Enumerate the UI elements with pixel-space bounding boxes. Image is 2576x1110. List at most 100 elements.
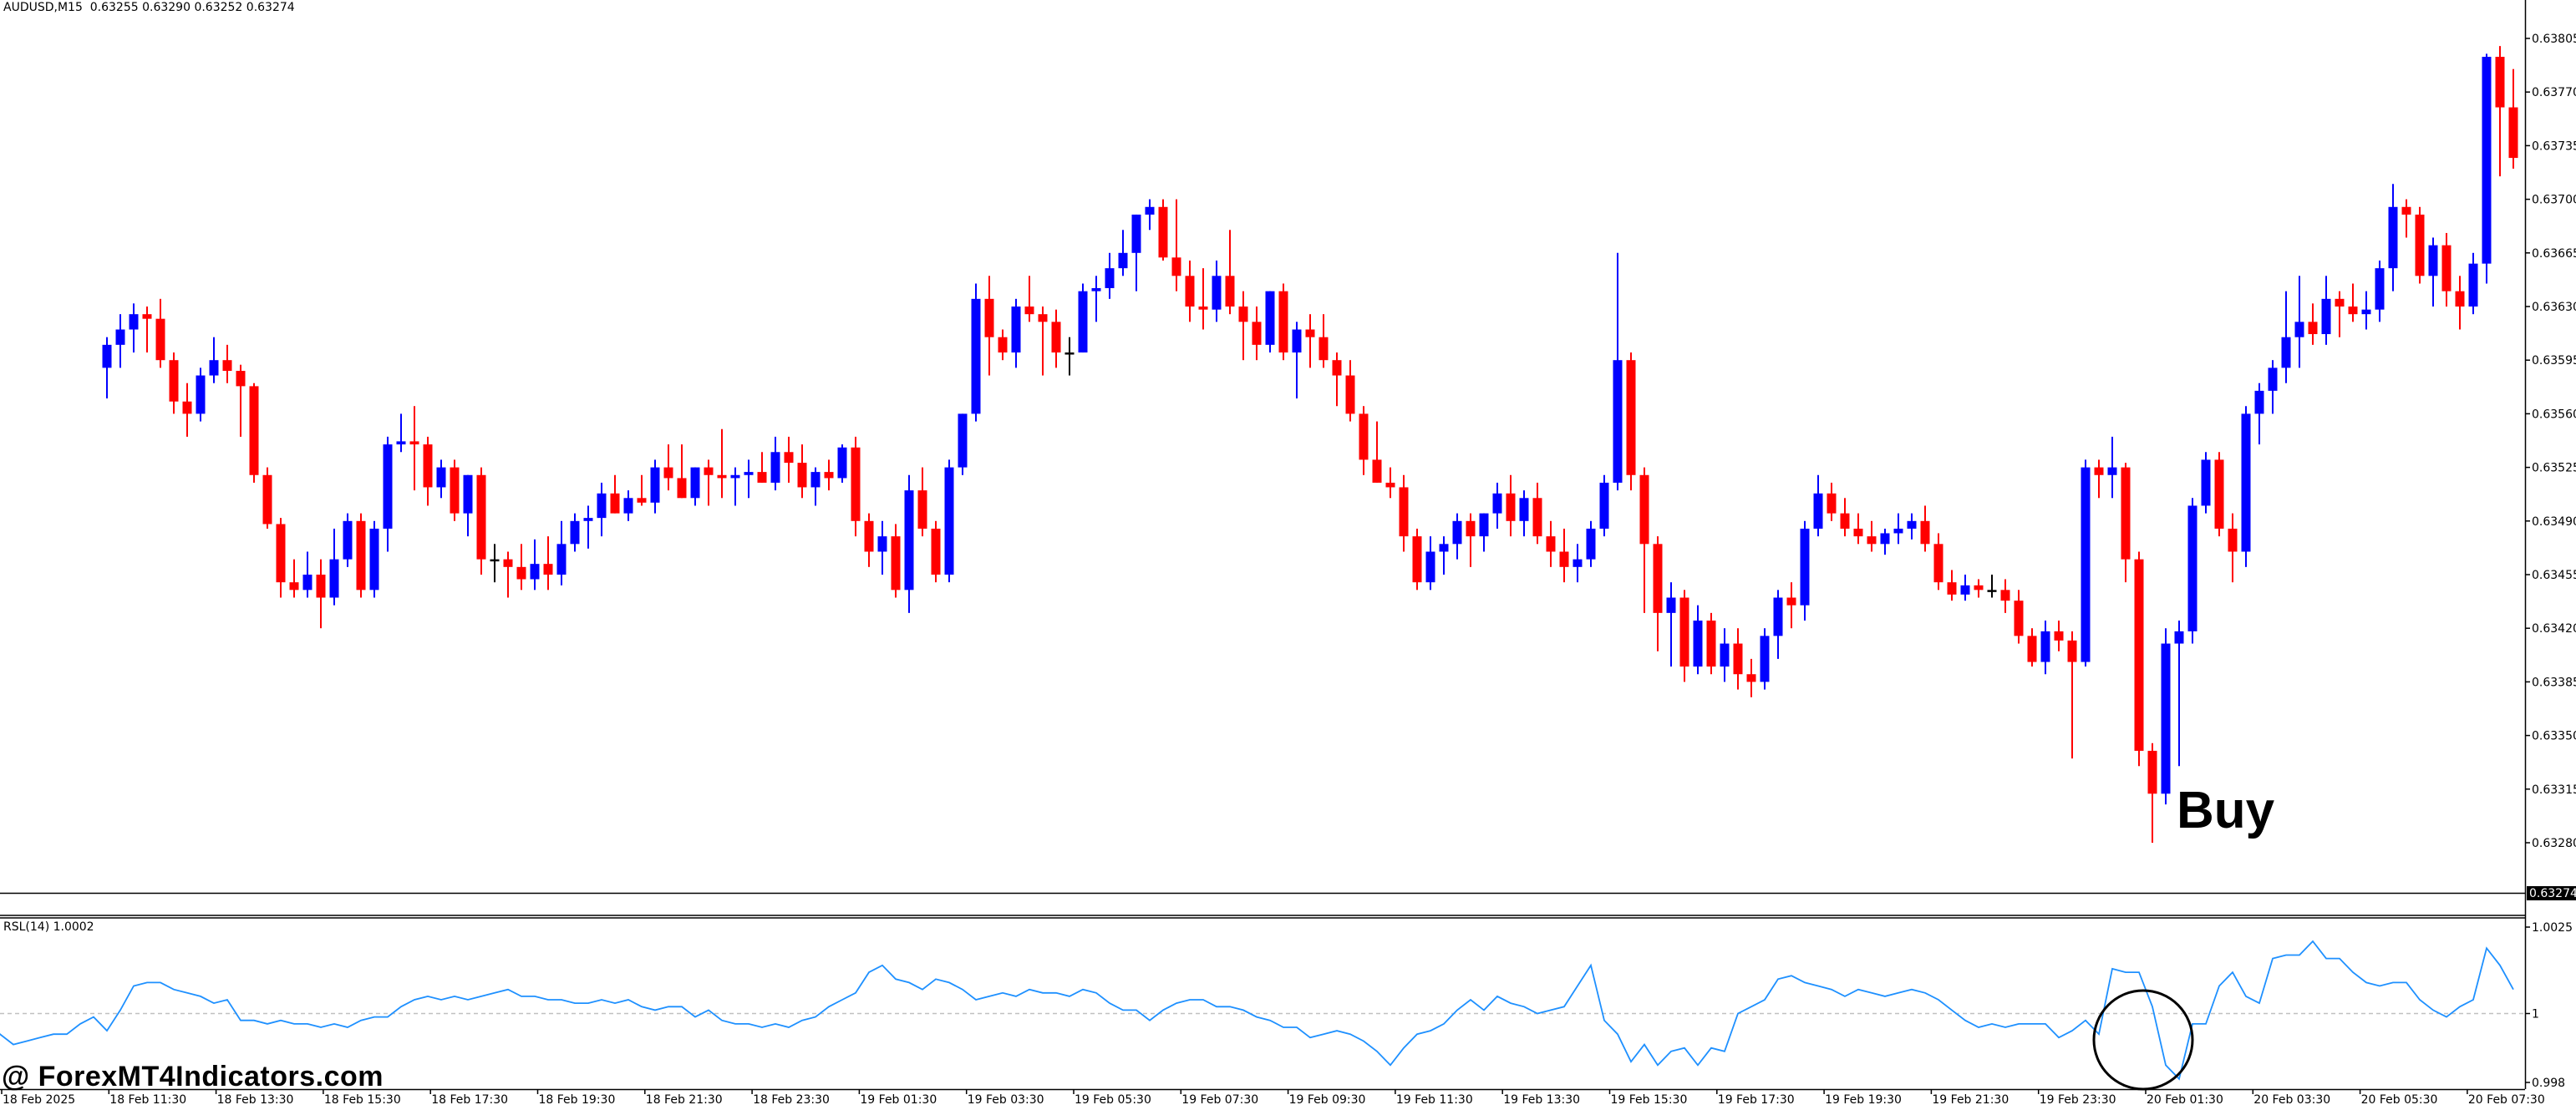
- candle: [1359, 406, 1369, 475]
- candle: [744, 459, 754, 499]
- candle: [2228, 513, 2238, 583]
- candle: [904, 474, 914, 613]
- candle: [1573, 544, 1583, 583]
- candle: [610, 474, 620, 514]
- candle: [1252, 307, 1262, 361]
- candle: [1305, 314, 1315, 368]
- candle: [196, 367, 206, 422]
- candle: [704, 459, 714, 506]
- candle: [663, 444, 673, 491]
- candle: [1345, 360, 1355, 422]
- price-tick-label: 0.63805: [2532, 33, 2576, 46]
- candle: [623, 490, 633, 521]
- candle: [1746, 658, 1756, 697]
- candle: [1974, 579, 1984, 598]
- candle: [944, 459, 954, 583]
- rsl-tick-label: 1.0025: [2532, 921, 2573, 935]
- candle: [2054, 621, 2064, 651]
- candle: [1546, 520, 1556, 567]
- candle: [583, 505, 593, 549]
- candle: [2348, 283, 2358, 322]
- time-tick-label: 19 Feb 21:30: [1932, 1093, 2009, 1107]
- candle: [1679, 590, 1689, 682]
- candle: [1720, 628, 1730, 682]
- time-tick-label: 19 Feb 09:30: [1289, 1093, 1366, 1107]
- candle: [1024, 276, 1034, 322]
- candle: [356, 513, 366, 598]
- candle: [2094, 459, 2104, 499]
- price-tick-label: 0.63350: [2532, 730, 2576, 743]
- time-tick-label: 19 Feb 17:30: [1718, 1093, 1795, 1107]
- time-tick-label: 20 Feb 05:30: [2361, 1093, 2438, 1107]
- candle: [998, 329, 1008, 361]
- price-tick-label: 0.63630: [2532, 301, 2576, 314]
- time-tick-label: 19 Feb 05:30: [1075, 1093, 1151, 1107]
- candle: [2201, 452, 2211, 514]
- candle: [1506, 474, 1516, 537]
- candle: [1105, 252, 1115, 299]
- candle: [2161, 628, 2171, 805]
- candle: [1639, 467, 1649, 613]
- candle: [931, 520, 941, 583]
- candle: [463, 474, 473, 537]
- candle: [784, 436, 794, 483]
- rsl-line: [0, 940, 2514, 1081]
- candle: [1693, 605, 1703, 675]
- candle: [1760, 628, 1770, 690]
- current-price-marker: 0.63274: [2527, 886, 2576, 900]
- time-tick-label: 19 Feb 19:30: [1825, 1093, 1902, 1107]
- time-axis: 18 Feb 2025 18 Feb 11:30 18 Feb 13:30 18 Fe…: [1, 1089, 2545, 1107]
- candle: [1653, 536, 1663, 651]
- candle: [2027, 628, 2037, 667]
- candle: [1532, 482, 1542, 545]
- candle: [2187, 498, 2197, 644]
- candle: [2107, 436, 2117, 499]
- time-tick-label: 18 Feb 17:30: [431, 1093, 508, 1107]
- candle: [1987, 575, 1997, 598]
- price-tick-label: 0.63525: [2532, 462, 2576, 475]
- candle: [556, 520, 567, 585]
- candle: [1800, 520, 1810, 621]
- time-tick-label: 19 Feb 01:30: [860, 1093, 937, 1107]
- candle: [1559, 528, 1569, 583]
- candle: [1947, 570, 1957, 601]
- candle: [2468, 252, 2478, 315]
- price-tick-label: 0.63280: [2532, 837, 2576, 850]
- candle: [115, 314, 125, 368]
- candle: [1225, 230, 1235, 315]
- candle: [2000, 579, 2010, 613]
- candle: [1198, 268, 1208, 330]
- candle: [2241, 406, 2251, 567]
- candle: [1131, 214, 1141, 291]
- candle: [1145, 199, 1155, 231]
- candle: [2268, 360, 2278, 414]
- candle: [984, 276, 994, 376]
- price-tick-label: 0.63455: [2532, 569, 2576, 582]
- candlestick-series: [102, 46, 2518, 843]
- candle: [2321, 276, 2331, 345]
- candle: [1265, 291, 1275, 353]
- candle: [1840, 498, 1850, 537]
- price-tick-label: 0.63595: [2532, 354, 2576, 367]
- candle: [1064, 337, 1075, 376]
- candle: [1813, 474, 1823, 537]
- candle: [1867, 520, 1877, 552]
- candle: [1412, 528, 1422, 590]
- candle: [1466, 513, 1476, 567]
- candle: [249, 383, 259, 483]
- candle: [1880, 528, 1890, 555]
- candle: [1773, 590, 1783, 659]
- candle: [2375, 260, 2385, 322]
- candle: [717, 428, 727, 499]
- rsl-tick-label: 0.998: [2532, 1077, 2565, 1090]
- price-tick-label: 0.63420: [2532, 622, 2576, 636]
- candle: [329, 528, 339, 606]
- candle: [1479, 513, 1489, 552]
- candle: [369, 520, 379, 598]
- candle: [2294, 276, 2304, 368]
- time-tick-label: 19 Feb 13:30: [1503, 1093, 1580, 1107]
- candle: [2508, 68, 2518, 169]
- candle: [1385, 467, 1395, 499]
